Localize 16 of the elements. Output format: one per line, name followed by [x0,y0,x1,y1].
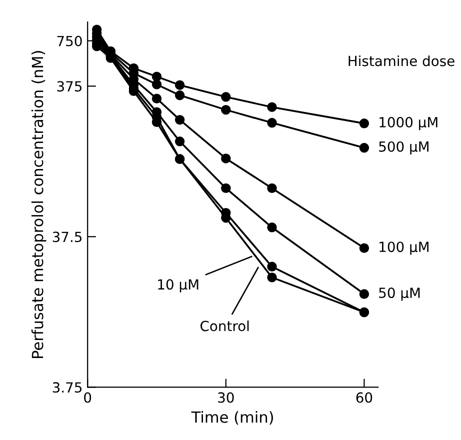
y-tick-label: 3.75 [52,382,82,393]
y-tick-label: 750 [57,36,82,46]
y-tick-label: 375 [57,81,82,92]
annotation: Histamine dose [348,55,454,66]
series-label: 500 µM [379,141,428,155]
x-axis-title: Time (min) [191,411,273,425]
annotation: Control [200,320,249,332]
x-tick-label: 30 [218,392,234,403]
series-label: 1000 µM [380,116,438,130]
series-label: 50 µM [379,288,420,301]
annotation: 10 µM [158,279,198,292]
series-label: 100 µM [380,242,428,255]
x-tick-label: 60 [356,392,372,403]
y-tick-label: 37.5 [52,232,82,242]
x-tick-label: 0 [84,392,92,403]
y-axis-title: Perfusate metoprolol concentration (nM) [31,51,46,358]
